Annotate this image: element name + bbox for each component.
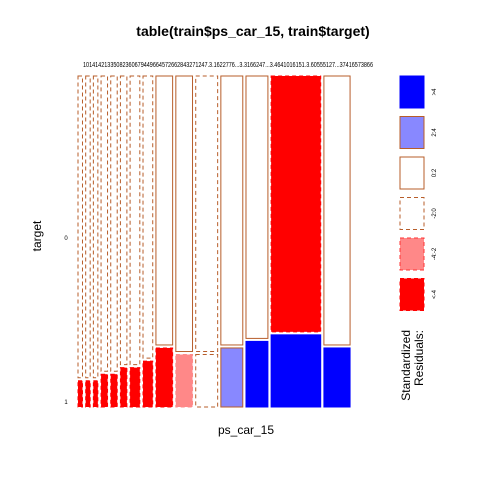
- legend-swatch: [399, 278, 425, 311]
- mosaic-cell-target0: [110, 75, 118, 372]
- column-header-text: 1014142133508236067944966457266284327124…: [83, 62, 373, 69]
- legend-label: -4:-2: [432, 247, 438, 260]
- chart-title: table(train$ps_car_15, train$target): [136, 23, 369, 39]
- mosaic-cell-target0: [245, 75, 269, 339]
- mosaic-cell-target0: [155, 75, 174, 346]
- mosaic-cell-target1: [220, 347, 244, 408]
- mosaic-cell-target0: [119, 75, 128, 366]
- legend-label: >4: [432, 88, 438, 96]
- legend-label: -2:0: [432, 208, 438, 219]
- mosaic-cell-target0: [270, 75, 322, 333]
- legend-swatch: [399, 237, 425, 271]
- mosaic-cell-target1: [110, 373, 118, 408]
- legend-swatch: [399, 116, 425, 149]
- legend-label: 2:4: [432, 128, 438, 137]
- legend-swatch: [399, 197, 425, 230]
- mosaic-cell-target0: [100, 75, 109, 372]
- mosaic-cell-target0: [195, 75, 219, 353]
- mosaic-cell-target1: [77, 380, 83, 408]
- legend-title-line2: Residuals:: [412, 330, 426, 386]
- mosaic-cell-target1: [195, 354, 219, 408]
- legend-label: <-4: [432, 289, 438, 299]
- mosaic-cell-target1: [100, 373, 109, 408]
- legend: >4 2:4 0:2 -2:0 -4:-2 <-4: [399, 75, 438, 311]
- mosaic-cell-target1: [175, 354, 194, 408]
- mosaic-cell-target1: [142, 360, 154, 408]
- legend-swatch: [399, 156, 425, 190]
- mosaic-cell-target1: [245, 340, 269, 408]
- mosaic-cell-target0: [323, 75, 351, 346]
- mosaic-cell-target0: [175, 75, 194, 353]
- row-label-0: 0: [64, 236, 68, 242]
- column-header: 1014142133508236067944966457266284327124…: [83, 62, 373, 69]
- mosaic-cell-target0: [92, 75, 99, 379]
- legend-swatch: [399, 75, 425, 109]
- mosaic-cell-target1: [85, 380, 91, 408]
- mosaic-cells: [77, 75, 351, 408]
- mosaic-cell-target0: [142, 75, 154, 359]
- x-axis-label: ps_car_15: [218, 423, 274, 437]
- mosaic-cell-target0: [77, 75, 83, 379]
- y-axis-label: target: [30, 220, 44, 251]
- mosaic-cell-target1: [92, 380, 99, 408]
- mosaic-cell-target1: [155, 347, 174, 408]
- mosaic-cell-target0: [85, 75, 91, 379]
- mosaic-cell-target1: [270, 334, 322, 408]
- mosaic-cell-target1: [323, 347, 351, 408]
- legend-title-line1: Standardized: [399, 330, 413, 401]
- mosaic-cell-target1: [129, 367, 141, 408]
- mosaic-cell-target0: [129, 75, 141, 366]
- legend-label: 0:2: [432, 168, 438, 177]
- mosaic-cell-target1: [119, 367, 128, 408]
- mosaic-cell-target0: [220, 75, 244, 346]
- row-label-1: 1: [64, 400, 68, 406]
